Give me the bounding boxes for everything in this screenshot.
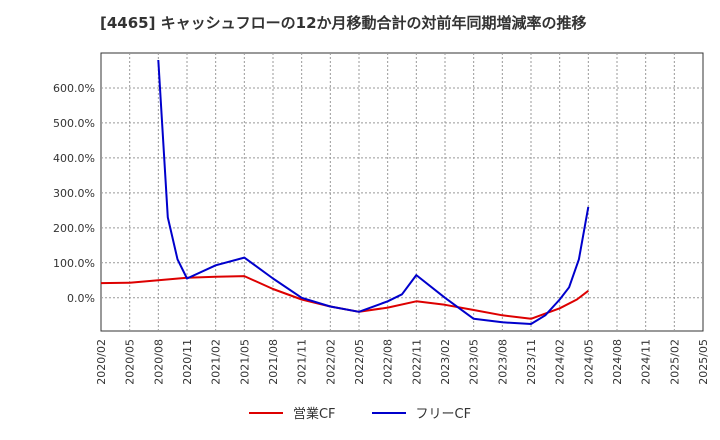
x-tick-label: 2021/02	[210, 339, 223, 385]
x-tick-label: 2023/05	[468, 339, 481, 385]
x-tick-label: 2020/05	[124, 339, 137, 385]
x-tick-label: 2025/02	[668, 339, 681, 385]
x-tick-label: 2020/08	[152, 339, 165, 385]
x-tick-label: 2023/02	[439, 339, 452, 385]
chart-legend: 営業CF フリーCF	[0, 403, 720, 422]
y-tick-label: 0.0%	[67, 292, 95, 305]
legend-label-free-cf: フリーCF	[415, 407, 472, 422]
x-tick-label: 2023/08	[496, 339, 509, 385]
x-tick-label: 2025/05	[697, 339, 710, 385]
y-tick-label: 100.0%	[53, 257, 95, 270]
y-tick-label: 300.0%	[53, 187, 95, 200]
plot-area	[100, 52, 704, 332]
y-tick-label: 200.0%	[53, 222, 95, 235]
x-tick-label: 2022/05	[353, 339, 366, 385]
legend-item-free-cf: フリーCF	[371, 403, 472, 422]
series-line-free-cf	[157, 59, 590, 325]
x-tick-label: 2022/11	[410, 339, 423, 385]
legend-item-operating-cf: 営業CF	[248, 403, 336, 422]
x-tick-label: 2024/05	[582, 339, 595, 385]
x-tick-label: 2023/11	[525, 339, 538, 385]
chart-title: [4465] キャッシュフローの12か月移動合計の対前年同期増減率の推移	[100, 14, 587, 32]
x-tick-label: 2022/02	[324, 339, 337, 385]
x-tick-label: 2024/08	[611, 339, 624, 385]
y-tick-label: 400.0%	[53, 152, 95, 165]
legend-swatch-operating-cf	[248, 411, 283, 414]
x-tick-label: 2021/11	[296, 339, 309, 385]
y-tick-label: 600.0%	[53, 82, 95, 95]
legend-label-operating-cf: 営業CF	[292, 407, 336, 422]
x-tick-label: 2020/02	[95, 339, 108, 385]
x-tick-label: 2024/02	[554, 339, 567, 385]
legend-swatch-free-cf	[371, 411, 406, 414]
y-tick-label: 500.0%	[53, 117, 95, 130]
x-tick-label: 2020/11	[181, 339, 194, 385]
x-tick-label: 2021/08	[267, 339, 280, 385]
x-tick-label: 2021/05	[238, 339, 251, 385]
x-tick-label: 2024/11	[640, 339, 653, 385]
x-tick-label: 2022/08	[382, 339, 395, 385]
